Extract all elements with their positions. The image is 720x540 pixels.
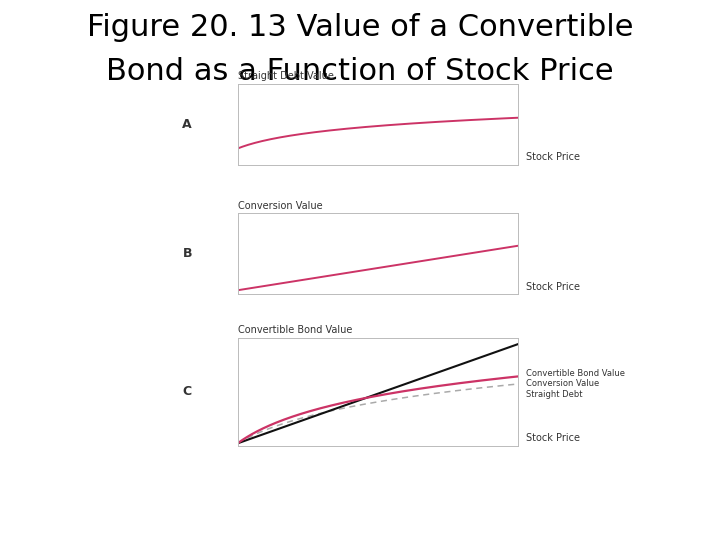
Text: Convertible Bond Value: Convertible Bond Value <box>526 369 625 377</box>
Text: C: C <box>183 385 192 398</box>
Text: Straight Debt: Straight Debt <box>526 390 582 399</box>
Text: Stock Price: Stock Price <box>526 281 580 292</box>
Text: Stock Price: Stock Price <box>526 152 580 162</box>
Text: Convertible Bond Value: Convertible Bond Value <box>238 325 352 335</box>
Text: Straight Debt Value: Straight Debt Value <box>238 71 333 81</box>
Text: Stock Price: Stock Price <box>526 433 580 443</box>
Text: Conversion Value: Conversion Value <box>238 200 323 211</box>
Text: Conversion Value: Conversion Value <box>526 380 599 388</box>
Text: B: B <box>182 247 192 260</box>
Text: Figure 20. 13 Value of a Convertible: Figure 20. 13 Value of a Convertible <box>86 14 634 43</box>
Text: Bond as a Function of Stock Price: Bond as a Function of Stock Price <box>106 57 614 86</box>
Text: A: A <box>182 118 192 131</box>
